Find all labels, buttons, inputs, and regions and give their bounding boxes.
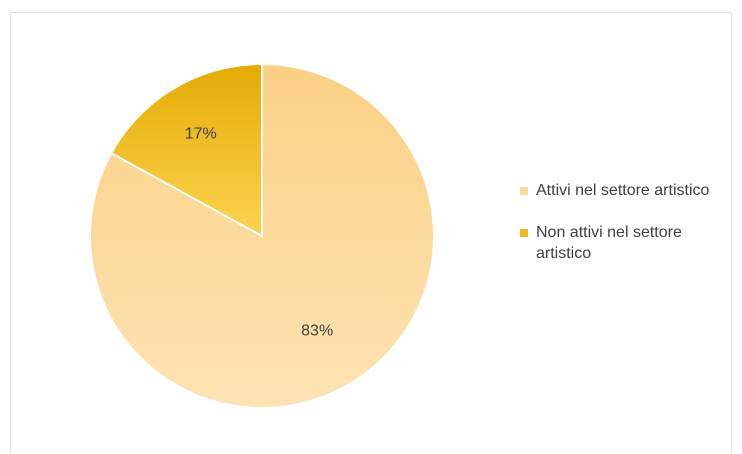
legend-swatch-attivi xyxy=(520,187,528,195)
pie-labels: 83% 17% xyxy=(185,125,333,339)
legend-label-non-attivi: Non attivi nel settore artistico xyxy=(536,224,682,262)
legend-item-attivi[interactable]: Attivi nel settore artistico xyxy=(520,180,720,201)
pie-label-attivi: 83% xyxy=(301,322,333,339)
legend: Attivi nel settore artistico Non attivi … xyxy=(520,180,720,285)
pie-slices xyxy=(89,62,435,409)
legend-item-non-attivi[interactable]: Non attivi nel settore artistico xyxy=(520,222,720,264)
pie-label-non-attivi: 17% xyxy=(185,125,217,142)
legend-label-attivi: Attivi nel settore artistico xyxy=(536,182,710,199)
pie-slice-non-attivi[interactable] xyxy=(109,62,263,238)
legend-swatch-non-attivi xyxy=(520,229,528,237)
